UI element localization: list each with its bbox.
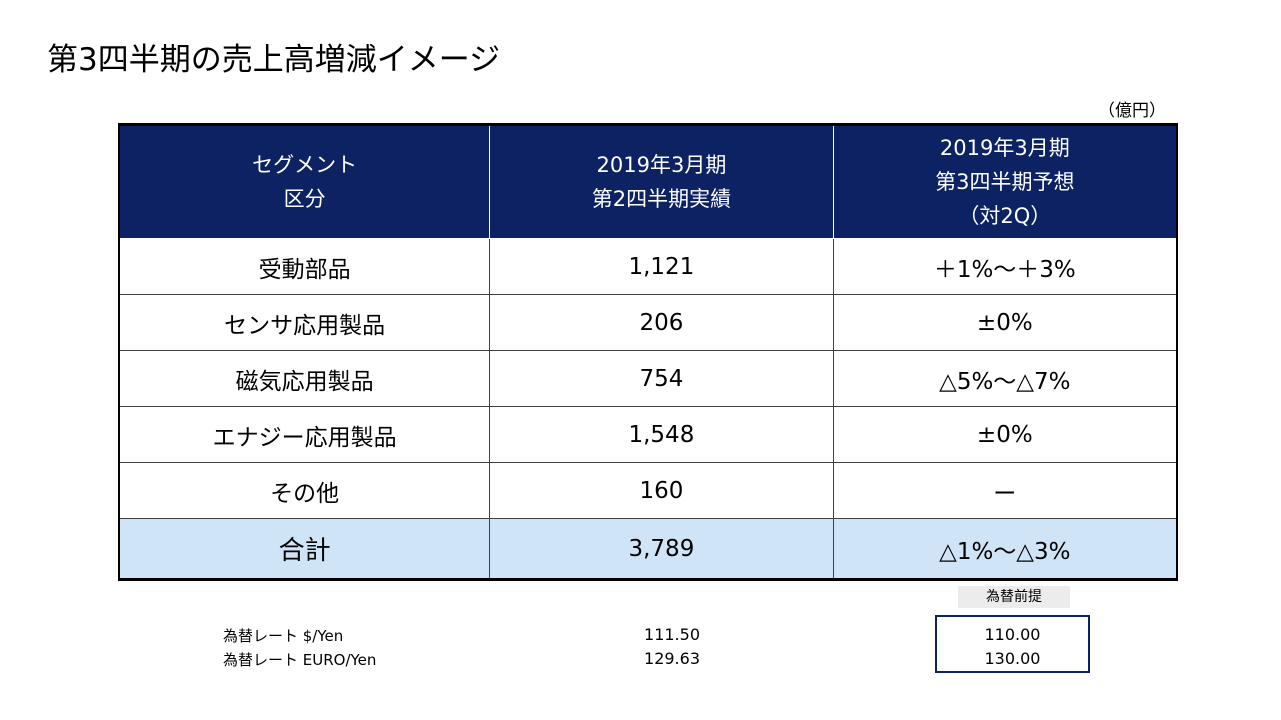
table-row: 磁気応用製品 754 △5%～△7% (118, 350, 1178, 407)
fx-eur-assumed: 130.00 (984, 649, 1041, 668)
forecast-cell: ー (832, 462, 1178, 519)
total-forecast-cell: △1%～△3% (832, 518, 1178, 580)
fx-eur-label: 為替レート EURO/Yen (223, 651, 377, 669)
header-actual: 2019年3月期 第2四半期実績 (489, 124, 834, 239)
sales-table: セグメント 区分 2019年3月期 第2四半期実績 2019年3月期 第3四半期… (118, 123, 1178, 581)
segment-cell: 受動部品 (118, 238, 491, 295)
page-title: 第3四半期の売上高増減イメージ (47, 42, 501, 78)
table-row: エナジー応用製品 1,548 ±0% (118, 406, 1178, 463)
header-forecast-line: 第3四半期予想 (935, 170, 1075, 194)
segment-cell: センサ応用製品 (118, 294, 491, 351)
forecast-cell: △5%～△7% (832, 350, 1178, 407)
header-segment-line: セグメント (252, 153, 358, 177)
table-row: 受動部品 1,121 ＋1%～＋3% (118, 238, 1178, 295)
header-forecast-line: 2019年3月期 (939, 136, 1070, 160)
table-header-row: セグメント 区分 2019年3月期 第2四半期実績 2019年3月期 第3四半期… (118, 124, 1178, 239)
forecast-cell: ±0% (832, 406, 1178, 463)
actual-cell: 1,548 (489, 406, 834, 463)
forecast-cell: ＋1%～＋3% (832, 238, 1178, 295)
unit-label: （億円） (1098, 101, 1166, 121)
fx-assumption-box (935, 615, 1090, 673)
header-actual-line: 第2四半期実績 (591, 187, 732, 211)
segment-cell: その他 (118, 462, 491, 519)
header-actual-line: 2019年3月期 (596, 153, 727, 177)
fx-usd-actual: 111.50 (644, 625, 700, 644)
fx-usd-assumed: 110.00 (984, 625, 1041, 644)
segment-cell: エナジー応用製品 (118, 406, 491, 463)
table-row: その他 160 ー (118, 462, 1178, 519)
header-forecast: 2019年3月期 第3四半期予想 （対2Q） (832, 124, 1178, 239)
segment-cell: 磁気応用製品 (118, 350, 491, 407)
fx-assumption-label: 為替前提 (958, 586, 1070, 608)
actual-cell: 206 (489, 294, 834, 351)
actual-cell: 160 (489, 462, 834, 519)
forecast-cell: ±0% (832, 294, 1178, 351)
total-row: 合計 3,789 △1%～△3% (118, 518, 1178, 580)
header-segment: セグメント 区分 (118, 124, 491, 239)
actual-cell: 1,121 (489, 238, 834, 295)
fx-eur-actual: 129.63 (644, 649, 700, 668)
total-actual-cell: 3,789 (489, 518, 834, 580)
fx-usd-label: 為替レート $/Yen (223, 627, 344, 645)
header-forecast-line: （対2Q） (958, 204, 1052, 228)
total-segment-cell: 合計 (118, 518, 491, 580)
table-row: センサ応用製品 206 ±0% (118, 294, 1178, 351)
actual-cell: 754 (489, 350, 834, 407)
header-segment-line: 区分 (283, 187, 326, 211)
